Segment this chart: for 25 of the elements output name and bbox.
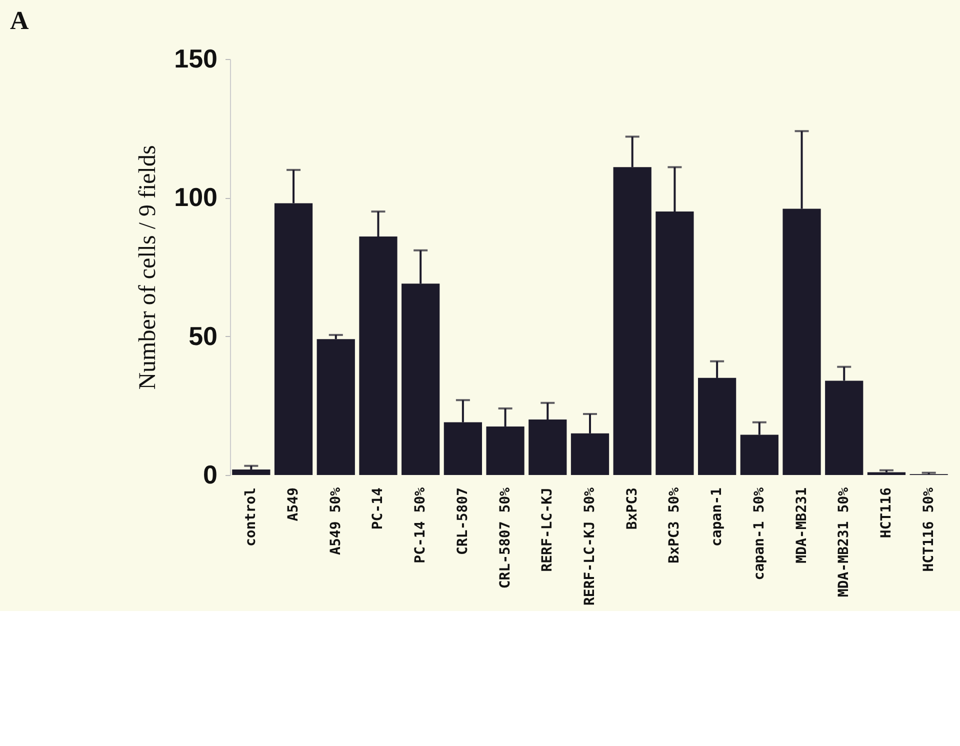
x-tick-label: HCT116 50%: [920, 486, 937, 572]
x-tick-label: HCT116: [878, 488, 894, 538]
x-tick-label: RERF-LC-KJ: [540, 488, 556, 572]
y-tick-label: 0: [203, 460, 218, 490]
bar: [232, 469, 270, 475]
x-tick-label: capan-1: [709, 488, 726, 547]
text: A: [10, 6, 29, 35]
y-tick-label: 150: [174, 44, 218, 74]
x-tick-label: MDA-MB231 50%: [836, 486, 852, 598]
y-tick-label: 100: [174, 182, 218, 212]
x-tick-label: CRL-5807 50%: [497, 486, 514, 589]
x-tick-label: PC-14 50%: [412, 486, 429, 564]
x-tick-label: CRL-5807: [454, 488, 471, 555]
x-tick-label: BxPC3: [624, 488, 640, 530]
x-tick-label: control: [243, 488, 260, 547]
bar: [316, 339, 355, 475]
x-tick-label: MDA-MB231: [794, 488, 810, 564]
y-tick-label: 50: [188, 320, 218, 351]
y-axis-title: Number of cells / 9 fields: [135, 145, 162, 390]
x-tick-label: BxPC3 50%: [666, 486, 683, 564]
x-tick-label: PC-14: [370, 488, 386, 530]
x-tick-label: capan-1 50%: [751, 486, 768, 580]
x-tick-label: A549: [286, 488, 302, 522]
x-tick-label: A549 50%: [328, 486, 344, 555]
x-tick-label: RERF-LC-KJ 50%: [582, 486, 598, 606]
